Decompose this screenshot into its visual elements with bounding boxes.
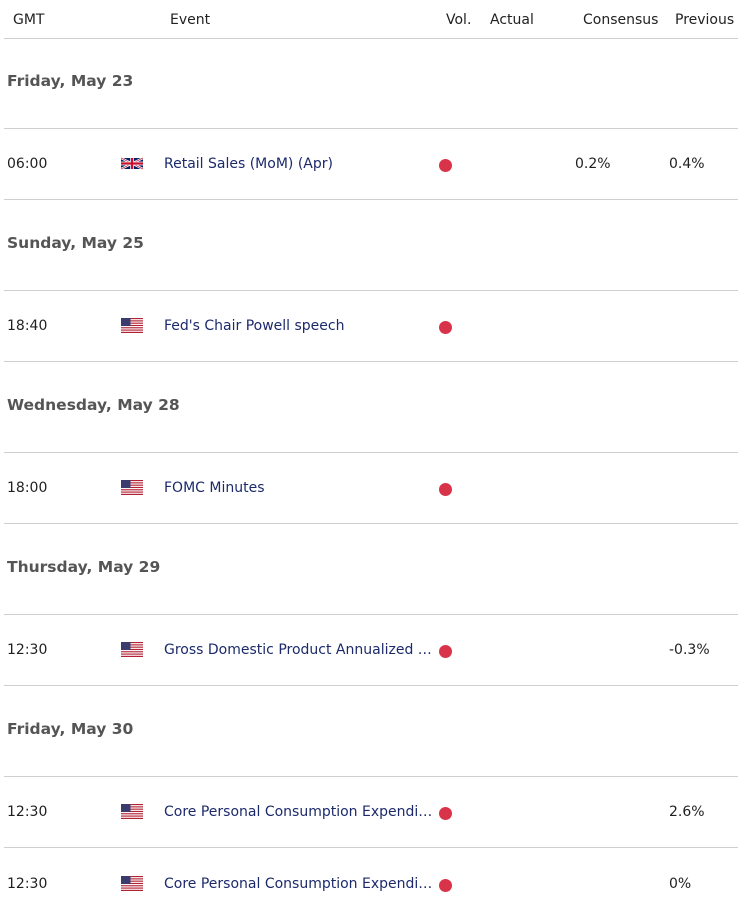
event-time: 12:30 xyxy=(7,804,48,820)
uk-flag-icon xyxy=(121,156,143,171)
event-name-link[interactable]: Core Personal Consumption Expendit… xyxy=(164,876,434,892)
event-name-link[interactable]: Fed's Chair Powell speech xyxy=(164,318,345,334)
table-header: GMT Event Vol. Actual Consensus Previous xyxy=(4,0,738,39)
event-row[interactable]: 06:00 Retail Sales (MoM) (Apr) 0.2% 0.4% xyxy=(4,128,738,200)
event-row[interactable]: 12:30 Core Personal Consumption Expendit… xyxy=(4,848,738,919)
high-volatility-dot-icon xyxy=(439,483,452,496)
day-header-row: Friday, May 30 xyxy=(4,686,738,777)
event-row[interactable]: 18:40 Fed's Chair Powell speech xyxy=(4,290,738,362)
column-header-event[interactable]: Event xyxy=(170,12,211,28)
high-volatility-dot-icon xyxy=(439,879,452,892)
day-label: Friday, May 30 xyxy=(7,720,134,738)
day-header-row: Thursday, May 29 xyxy=(4,524,738,615)
event-time: 18:40 xyxy=(7,318,48,334)
us-flag-icon xyxy=(121,480,143,495)
day-header-row: Friday, May 23 xyxy=(4,38,738,129)
event-row[interactable]: 12:30 Gross Domestic Product Annualized … xyxy=(4,614,738,686)
day-label: Friday, May 23 xyxy=(7,72,134,90)
event-name-link[interactable]: Retail Sales (MoM) (Apr) xyxy=(164,156,333,172)
column-header-previous[interactable]: Previous xyxy=(675,12,735,28)
high-volatility-dot-icon xyxy=(439,321,452,334)
high-volatility-dot-icon xyxy=(439,159,452,172)
event-row[interactable]: 12:30 Core Personal Consumption Expendit… xyxy=(4,776,738,848)
event-name-link[interactable]: Core Personal Consumption Expendit… xyxy=(164,804,434,820)
us-flag-icon xyxy=(121,804,143,819)
high-volatility-dot-icon xyxy=(439,645,452,658)
previous-value: 0% xyxy=(669,876,692,892)
event-time: 06:00 xyxy=(7,156,48,172)
column-header-consensus[interactable]: Consensus xyxy=(583,12,659,28)
us-flag-icon xyxy=(121,318,143,333)
day-label: Wednesday, May 28 xyxy=(7,396,180,414)
event-time: 12:30 xyxy=(7,876,48,892)
event-name-link[interactable]: FOMC Minutes xyxy=(164,480,265,496)
us-flag-icon xyxy=(121,876,143,891)
previous-value: 2.6% xyxy=(669,804,705,820)
column-header-volatility[interactable]: Vol. xyxy=(446,12,472,28)
consensus-value: 0.2% xyxy=(575,156,611,172)
event-name-link[interactable]: Gross Domestic Product Annualized (… xyxy=(164,642,434,658)
column-header-gmt[interactable]: GMT xyxy=(13,12,45,28)
previous-value: 0.4% xyxy=(669,156,705,172)
day-label: Thursday, May 29 xyxy=(7,558,161,576)
event-time: 18:00 xyxy=(7,480,48,496)
us-flag-icon xyxy=(121,642,143,657)
event-row[interactable]: 18:00 FOMC Minutes xyxy=(4,452,738,524)
high-volatility-dot-icon xyxy=(439,807,452,820)
event-time: 12:30 xyxy=(7,642,48,658)
day-header-row: Wednesday, May 28 xyxy=(4,362,738,453)
column-header-actual[interactable]: Actual xyxy=(490,12,534,28)
day-header-row: Sunday, May 25 xyxy=(4,200,738,291)
day-label: Sunday, May 25 xyxy=(7,234,144,252)
previous-value: -0.3% xyxy=(669,642,710,658)
